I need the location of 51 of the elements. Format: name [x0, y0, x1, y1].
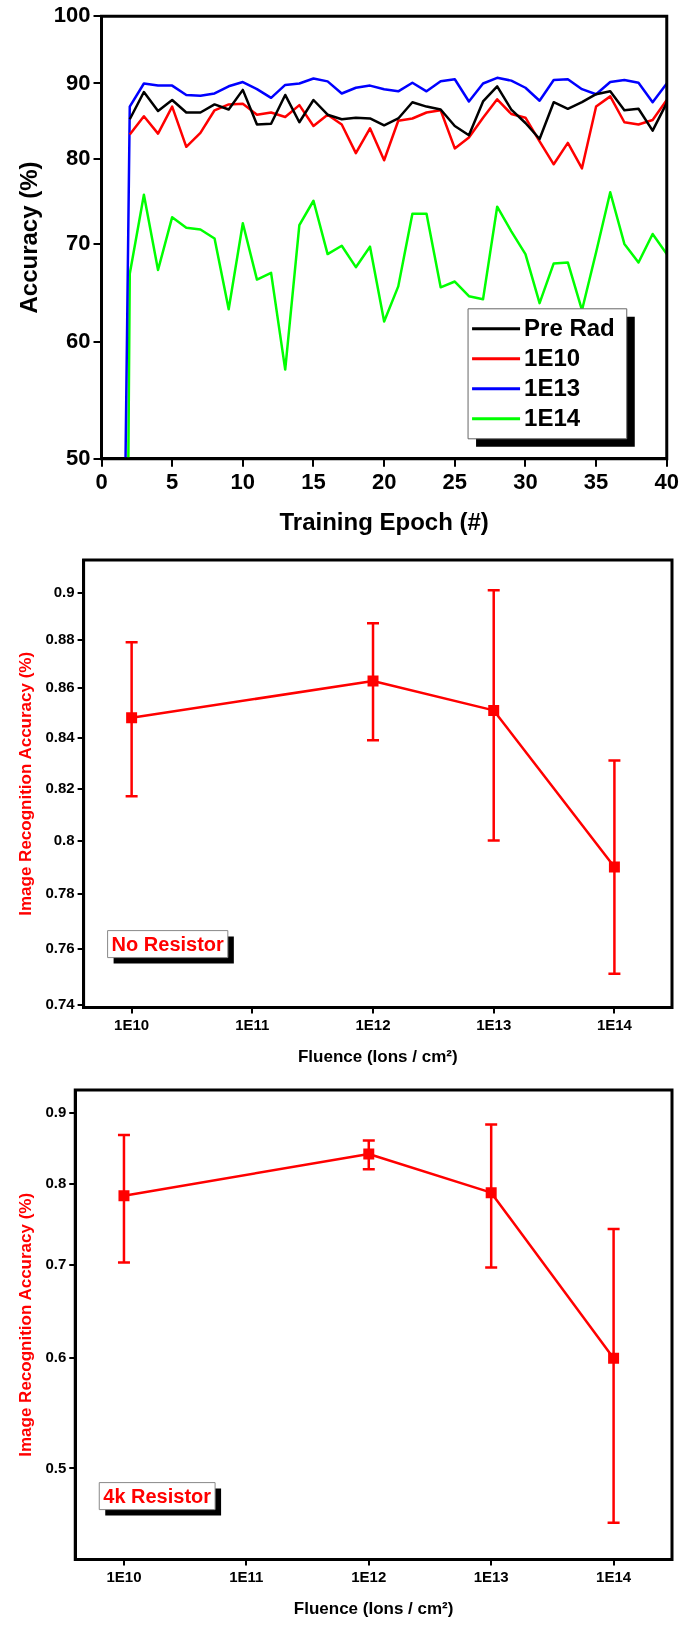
x-tick-label: 1E13	[473, 1567, 509, 1585]
y-tick-label: 0.8	[45, 1174, 67, 1192]
x-tick-label: 1E14	[596, 1567, 632, 1585]
y-tick-label: 0.9	[45, 1103, 67, 1121]
y-tick-label: 0.9	[53, 582, 75, 600]
y-tick-label: 0.5	[45, 1458, 67, 1476]
y-axis-title: Image Recognition Accuracy (%)	[15, 651, 35, 916]
y-tick-label: 0.82	[45, 778, 75, 796]
x-tick-label: 1E11	[229, 1567, 264, 1585]
x-axis-title: Fluence (Ions / cm²)	[297, 1047, 458, 1067]
y-axis-title: Image Recognition Accuracy (%)	[15, 1192, 35, 1457]
x-tick-label: 20	[371, 469, 397, 495]
x-tick-label: 35	[583, 469, 609, 495]
annotation: No Resistor	[111, 932, 225, 955]
annotation: 4k Resistor	[103, 1484, 212, 1507]
x-tick-label: 1E11	[235, 1015, 270, 1033]
y-tick-label: 50	[66, 444, 91, 470]
legend-label: Pre Rad	[524, 314, 615, 342]
y-tick-label: 0.7	[45, 1255, 67, 1273]
y-tick-label: 100	[53, 2, 91, 28]
y-tick-label: 0.8	[53, 830, 75, 848]
y-tick-label: 70	[66, 230, 91, 256]
legend-label: 1E13	[524, 374, 581, 402]
x-tick-label: 1E14	[596, 1015, 633, 1033]
legend-label: 1E10	[524, 344, 581, 372]
y-tick-label: 0.74	[45, 994, 76, 1012]
x-tick-label: 15	[301, 469, 326, 495]
x-tick-label: 1E13	[476, 1015, 512, 1033]
y-tick-label: 0.84	[45, 727, 76, 745]
y-tick-label: 0.76	[45, 938, 75, 956]
y-tick-label: 90	[66, 69, 91, 95]
legend-label: 1E14	[524, 404, 581, 432]
x-tick-label: 1E12	[351, 1567, 387, 1585]
y-tick-label: 0.86	[45, 678, 75, 696]
y-tick-label: 0.6	[45, 1348, 67, 1366]
y-axis-title: Accuracy (%)	[15, 161, 43, 314]
x-tick-label: 5	[166, 469, 179, 495]
x-axis-title: Training Epoch (#)	[279, 508, 489, 536]
x-tick-label: 40	[654, 469, 680, 495]
x-tick-label: 1E10	[106, 1567, 142, 1585]
x-axis-title: Fluence (Ions / cm²)	[293, 1599, 454, 1619]
x-tick-label: 1E12	[355, 1015, 391, 1033]
y-tick-label: 0.78	[45, 884, 75, 902]
y-tick-label: 80	[66, 144, 91, 170]
x-tick-label: 25	[442, 469, 468, 495]
x-tick-label: 1E10	[114, 1015, 150, 1033]
x-tick-label: 0	[95, 469, 108, 495]
y-tick-label: 0.88	[45, 629, 75, 647]
x-tick-label: 10	[230, 469, 256, 495]
x-tick-label: 30	[513, 469, 538, 495]
y-tick-label: 60	[66, 328, 91, 354]
